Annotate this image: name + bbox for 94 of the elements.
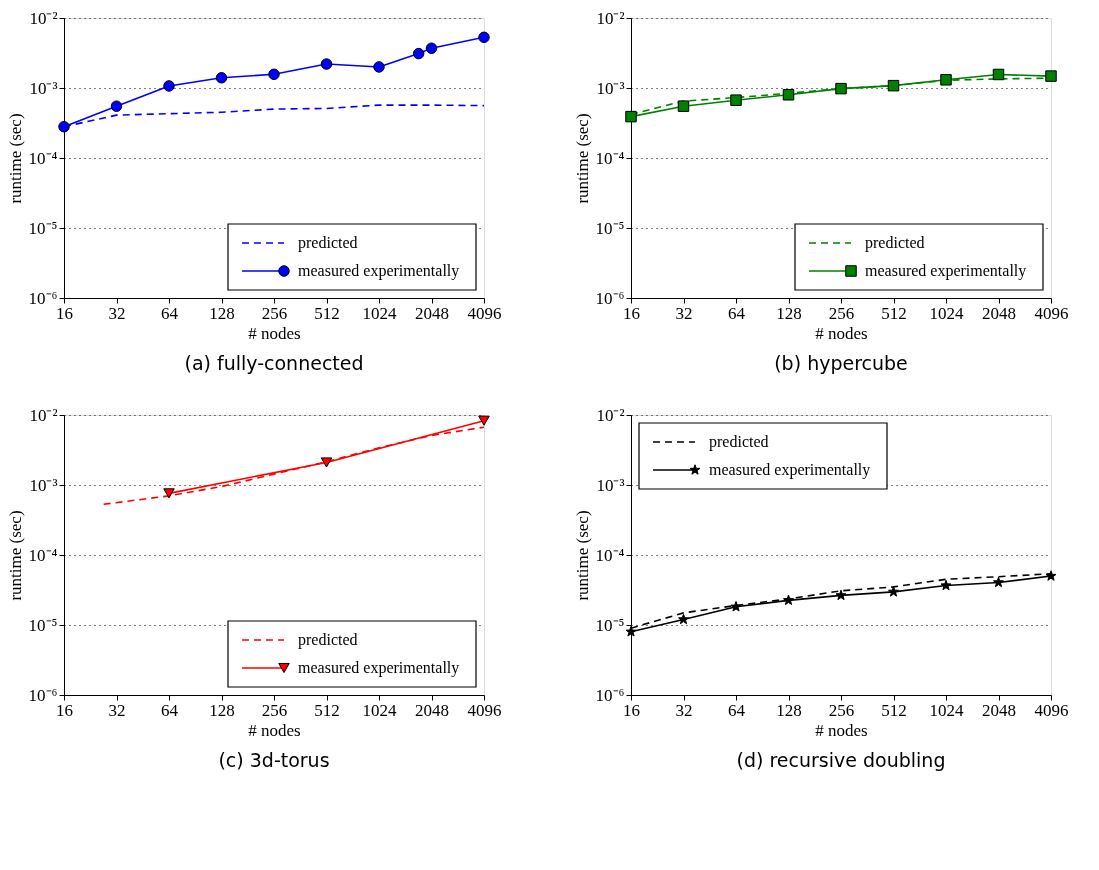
y-tick-label: 10⁻² xyxy=(29,405,58,425)
x-tick-label: 4096 xyxy=(1034,700,1069,720)
point xyxy=(1045,70,1057,82)
x-tick-label: 2048 xyxy=(982,700,1016,720)
y-tick-label: 10⁻² xyxy=(596,405,625,425)
x-tick-label: 1024 xyxy=(929,700,964,720)
point xyxy=(887,79,900,92)
x-tick-label: 16 xyxy=(56,303,73,323)
y-tick-label: 10⁻³ xyxy=(596,475,625,495)
x-tick-label: 64 xyxy=(728,303,746,323)
point xyxy=(888,586,899,597)
x-tick-label: 64 xyxy=(161,303,179,323)
point xyxy=(835,82,847,95)
x-tick-label: 4096 xyxy=(467,303,502,323)
x-tick-label: 2048 xyxy=(982,303,1016,323)
x-tick-label: 16 xyxy=(623,700,640,720)
y-tick-label: 10⁻³ xyxy=(29,475,58,495)
x-tick-label: 512 xyxy=(881,303,907,323)
point xyxy=(993,576,1004,588)
x-tick-label: 512 xyxy=(881,700,907,720)
y-tick-label: 10⁻² xyxy=(596,8,625,28)
x-tick-label: 32 xyxy=(675,303,693,323)
y-tick-label: 10⁻⁴ xyxy=(28,545,58,565)
legend-label: measured experimentally xyxy=(709,461,871,479)
x-tick-label: 256 xyxy=(828,303,855,323)
y-tick-label: 10⁻⁶ xyxy=(595,288,625,308)
point xyxy=(678,613,689,625)
legend-label: predicted xyxy=(298,631,358,649)
x-tick-label: 1024 xyxy=(362,303,397,323)
y-axis-title: runtime (sec) xyxy=(572,113,592,204)
legend-label: measured experimentally xyxy=(865,262,1027,280)
y-tick-label: 10⁻⁵ xyxy=(595,615,625,635)
x-tick-label: 512 xyxy=(314,700,340,720)
x-axis-title: # nodes xyxy=(815,323,868,343)
point xyxy=(1045,570,1057,581)
legend-label: predicted xyxy=(709,433,769,451)
legend-label: measured experimentally xyxy=(298,659,460,677)
y-tick-label: 10⁻⁵ xyxy=(595,218,625,238)
x-tick-label: 4096 xyxy=(467,700,502,720)
x-tick-label: 1024 xyxy=(362,700,397,720)
x-tick-label: 64 xyxy=(161,700,179,720)
text: (b) hypercube xyxy=(774,352,908,374)
point xyxy=(625,110,637,123)
y-tick-label: 10⁻⁵ xyxy=(28,218,58,238)
x-tick-label: 64 xyxy=(728,700,746,720)
x-tick-label: 128 xyxy=(209,700,235,720)
text: (a) fully-connected xyxy=(184,352,364,374)
point xyxy=(625,626,637,637)
x-tick-label: 256 xyxy=(261,303,288,323)
y-tick-label: 10⁻⁴ xyxy=(595,545,625,565)
point xyxy=(940,579,952,591)
x-tick-label: 16 xyxy=(623,303,640,323)
legend-label: measured experimentally xyxy=(298,262,460,280)
point xyxy=(730,94,742,106)
y-tick-label: 10⁻⁶ xyxy=(595,685,625,705)
y-tick-label: 10⁻⁶ xyxy=(28,288,58,308)
x-tick-label: 128 xyxy=(776,700,802,720)
y-tick-label: 10⁻² xyxy=(29,8,58,28)
point xyxy=(940,74,952,86)
y-tick-label: 10⁻⁶ xyxy=(28,685,58,705)
point xyxy=(730,601,742,612)
y-tick-label: 10⁻³ xyxy=(596,78,625,98)
x-tick-label: 2048 xyxy=(415,303,449,323)
point xyxy=(782,89,795,101)
x-tick-label: 4096 xyxy=(1034,303,1069,323)
legend-label: predicted xyxy=(865,234,925,252)
x-tick-label: 32 xyxy=(108,700,126,720)
y-axis-title: runtime (sec) xyxy=(5,113,25,204)
point xyxy=(783,594,794,606)
text: (c) 3d-torus xyxy=(218,749,330,771)
point xyxy=(677,100,690,112)
text: (d) recursive doubling xyxy=(736,749,946,771)
y-axis-title: runtime (sec) xyxy=(572,510,592,601)
x-tick-label: 256 xyxy=(828,700,855,720)
x-tick-label: 32 xyxy=(108,303,126,323)
x-tick-label: 256 xyxy=(261,700,288,720)
point xyxy=(992,68,1005,81)
x-tick-label: 128 xyxy=(209,303,235,323)
x-axis-title: # nodes xyxy=(248,323,301,343)
x-tick-label: 32 xyxy=(675,700,693,720)
y-tick-label: 10⁻⁴ xyxy=(28,148,58,168)
y-tick-label: 10⁻⁴ xyxy=(595,148,625,168)
x-tick-label: 512 xyxy=(314,303,340,323)
x-tick-label: 1024 xyxy=(929,303,964,323)
x-tick-label: 128 xyxy=(776,303,802,323)
point xyxy=(835,589,847,601)
legend-label: predicted xyxy=(298,234,358,252)
x-tick-label: 16 xyxy=(56,700,73,720)
x-axis-title: # nodes xyxy=(815,720,868,740)
y-tick-label: 10⁻⁵ xyxy=(28,615,58,635)
y-axis-title: runtime (sec) xyxy=(5,510,25,601)
y-tick-label: 10⁻³ xyxy=(29,78,58,98)
x-tick-label: 2048 xyxy=(415,700,449,720)
x-axis-title: # nodes xyxy=(248,720,301,740)
